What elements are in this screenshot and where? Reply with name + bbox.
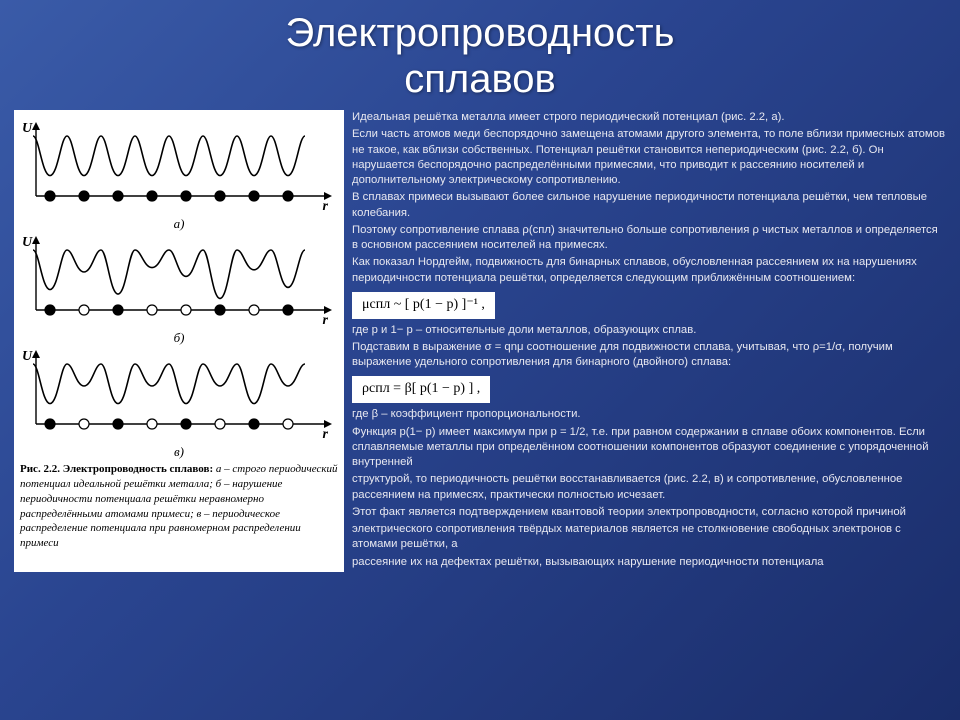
para-9: Функция р(1− р) имеет максимум при р = 1… (352, 425, 946, 471)
content-area: Urа)Urб)Urв) Рис. 2.2. Электропроводност… (0, 102, 960, 572)
subplot-2: Urв) (20, 346, 338, 456)
para-2: Если часть атомов меди беспорядочно заме… (352, 127, 946, 188)
para-11: Этот факт является подтверждением кванто… (352, 505, 946, 520)
caption-title: Рис. 2.2. Электропроводность сплавов: (20, 463, 213, 475)
formula-2: ρспл = β[ p(1 − p) ] , (352, 376, 490, 403)
svg-text:r: r (323, 313, 329, 328)
formula-1: μспл ~ [ p(1 − p) ]⁻¹ , (352, 292, 495, 319)
svg-text:U: U (22, 121, 33, 136)
text-panel: Идеальная решётка металла имеет строго п… (352, 110, 946, 572)
svg-text:U: U (22, 349, 33, 364)
figure-panel: Urа)Urб)Urв) Рис. 2.2. Электропроводност… (14, 110, 344, 572)
caption-text: а – строго периодический потенциал идеал… (20, 463, 338, 549)
title-line-1: Электропроводность (286, 11, 675, 55)
subplot-1: Urб) (20, 232, 338, 342)
para-5: Как показал Нордгейм, подвижность для би… (352, 255, 946, 286)
para-12: электрического сопротивления твёрдых мат… (352, 522, 946, 553)
para-7: Подставим в выражение σ = qnμ соотношени… (352, 340, 946, 371)
para-8: где β – коэффициент пропорциональности. (352, 407, 946, 422)
para-10: структурой, то периодичность решётки вос… (352, 472, 946, 503)
para-1: Идеальная решётка металла имеет строго п… (352, 110, 946, 125)
slide-title: Электропроводность сплавов (0, 0, 960, 102)
svg-text:U: U (22, 235, 33, 250)
svg-text:r: r (323, 199, 329, 214)
para-3: В сплавах примеси вызывают более сильное… (352, 190, 946, 221)
para-13: рассеяние их на дефектах решётки, вызыва… (352, 555, 946, 570)
para-6: где р и 1− р – относительные доли металл… (352, 323, 946, 338)
subplot-label-0: а) (20, 216, 338, 232)
title-line-2: сплавов (404, 57, 556, 101)
subplot-label-1: б) (20, 330, 338, 346)
subplot-0: Urа) (20, 118, 338, 228)
para-4: Поэтому сопротивление сплава ρ(спл) знач… (352, 223, 946, 254)
subplot-label-2: в) (20, 444, 338, 460)
svg-text:r: r (323, 427, 329, 442)
figure-caption: Рис. 2.2. Электропроводность сплавов: а … (20, 462, 338, 551)
